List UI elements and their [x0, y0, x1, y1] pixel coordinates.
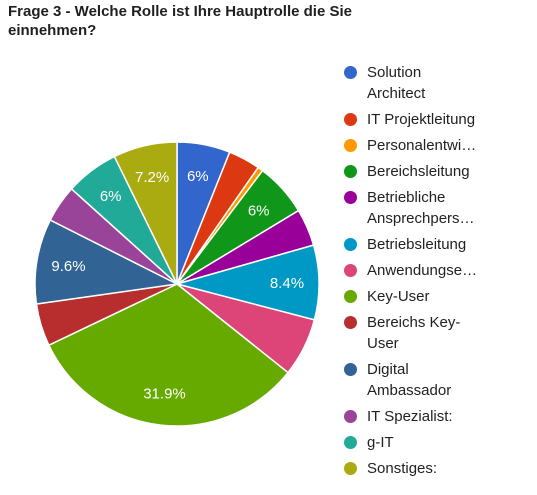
legend-swatch: [344, 410, 357, 423]
legend-swatch: [344, 316, 357, 329]
legend-item-4[interactable]: Bereichsleitung: [344, 161, 517, 182]
legend-item-13[interactable]: Sonstiges:: [344, 458, 517, 479]
legend-item-7[interactable]: Anwendungse…: [344, 260, 517, 281]
slice-label-13: 7.2%: [135, 169, 169, 186]
legend-item-2[interactable]: IT Projektleitung: [344, 109, 517, 130]
slice-label-4: 6%: [248, 202, 270, 219]
legend-item-8[interactable]: Key-User: [344, 286, 517, 307]
legend-swatch: [344, 113, 357, 126]
slice-label-6: 8.4%: [270, 275, 304, 292]
legend-item-10[interactable]: Digital Ambassador: [344, 359, 517, 401]
legend-label: Anwendungse…: [367, 262, 478, 279]
legend-item-3[interactable]: Personalentwi…: [344, 135, 517, 156]
chart-title: Frage 3 - Welche Rolle ist Ihre Hauptrol…: [8, 3, 352, 39]
legend-label: IT Spezialist:: [367, 408, 453, 425]
pie-slice-10[interactable]: [34, 218, 180, 305]
slice-label-12: 6%: [100, 188, 122, 205]
legend-swatch: [344, 191, 357, 204]
slice-label-10: 9.6%: [51, 258, 85, 275]
legend-swatch: [344, 436, 357, 449]
legend-swatch: [344, 363, 357, 376]
legend-label: Key-User: [367, 288, 430, 305]
legend-label: Betriebliche Ansprechpers…: [367, 189, 475, 227]
legend-label: Bereichs Key- User: [367, 314, 461, 352]
legend-item-9[interactable]: Bereichs Key- User: [344, 312, 517, 354]
legend-swatch: [344, 238, 357, 251]
legend-label: Digital Ambassador: [367, 361, 452, 399]
legend-label: Personalentwi…: [367, 137, 477, 154]
legend-label: Sonstiges:: [367, 460, 438, 477]
legend-item-12[interactable]: g-IT: [344, 432, 517, 453]
legend-item-6[interactable]: Betriebsleitung: [344, 234, 517, 255]
legend-label: Betriebsleitung: [367, 236, 467, 253]
legend-swatch: [344, 290, 357, 303]
legend-item-5[interactable]: Betriebliche Ansprechpers…: [344, 187, 517, 229]
pie-slice-13[interactable]: [113, 141, 178, 285]
slice-label-1: 6%: [187, 168, 209, 185]
legend-swatch: [344, 462, 357, 475]
legend-label: Bereichsleitung: [367, 163, 470, 180]
legend-label: IT Projektleitung: [367, 111, 476, 128]
legend-item-11[interactable]: IT Spezialist:: [344, 406, 517, 427]
legend-swatch: [344, 66, 357, 79]
legend-swatch: [344, 264, 357, 277]
legend-swatch: [344, 165, 357, 178]
legend-label: g-IT: [367, 434, 394, 451]
legend-swatch: [344, 139, 357, 152]
pie-slice-8[interactable]: [47, 283, 290, 427]
slice-label-8: 31.9%: [143, 385, 186, 402]
legend-label: Solution Architect: [367, 64, 426, 102]
legend-item-1[interactable]: Solution Architect: [344, 62, 517, 104]
